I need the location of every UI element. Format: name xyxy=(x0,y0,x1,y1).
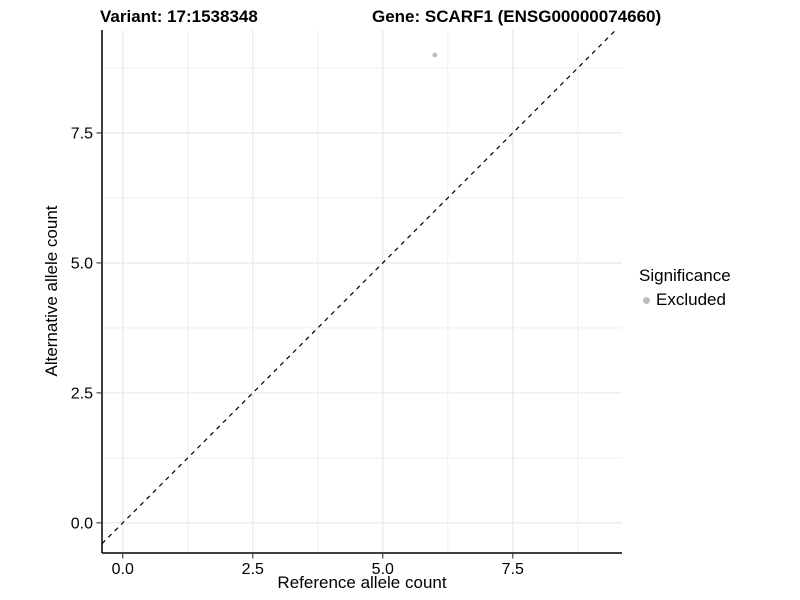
gene-title: Gene: SCARF1 (ENSG00000074660) xyxy=(372,7,662,26)
grid-major xyxy=(102,30,622,553)
y-tick-label: 2.5 xyxy=(71,385,93,402)
y-axis-title: Alternative allele count xyxy=(42,205,61,377)
x-tick-label: 7.5 xyxy=(502,561,524,578)
excluded-point-icon xyxy=(643,296,650,304)
legend: Significance Excluded xyxy=(639,266,731,309)
legend-entry-excluded: Excluded xyxy=(639,290,731,309)
y-tick-label: 0.0 xyxy=(71,515,93,532)
x-tick-label: 0.0 xyxy=(112,561,134,578)
x-tick-label: 5.0 xyxy=(372,561,394,578)
series-excluded xyxy=(432,52,438,58)
legend-entry-label: Excluded xyxy=(656,290,726,309)
grid-minor xyxy=(102,30,622,553)
x-tick-labels: 0.0 2.5 5.0 7.5 xyxy=(112,561,524,578)
y-tick-label: 7.5 xyxy=(71,125,93,142)
identity-line xyxy=(101,29,617,545)
y-tick-labels: 0.0 2.5 5.0 7.5 xyxy=(71,125,93,532)
x-tick-label: 2.5 xyxy=(242,561,264,578)
x-axis-title: Reference allele count xyxy=(277,573,447,592)
tick-marks xyxy=(96,132,514,559)
variant-title: Variant: 17:1538348 xyxy=(100,7,258,26)
data-point xyxy=(432,52,438,58)
legend-title: Significance xyxy=(639,266,731,285)
y-tick-label: 5.0 xyxy=(71,255,93,272)
